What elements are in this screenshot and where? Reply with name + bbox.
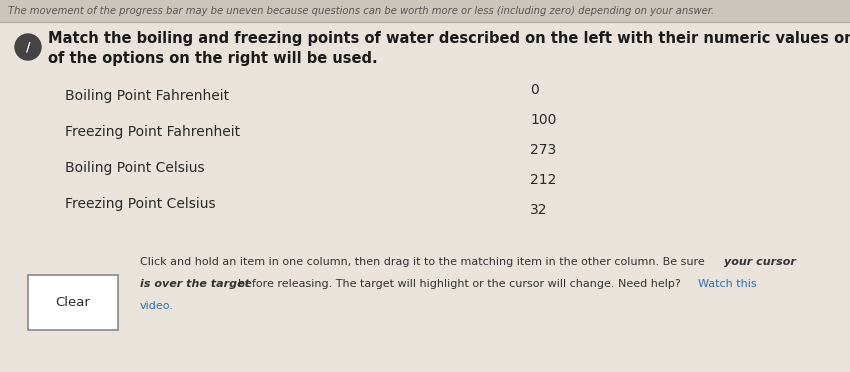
Text: 100: 100 bbox=[530, 113, 557, 127]
Text: Boiling Point Fahrenheit: Boiling Point Fahrenheit bbox=[65, 89, 230, 103]
Text: 0: 0 bbox=[530, 83, 539, 97]
Text: your cursor: your cursor bbox=[724, 257, 796, 267]
Text: /: / bbox=[26, 41, 31, 54]
Text: before releasing. The target will highlight or the cursor will change. Need help: before releasing. The target will highli… bbox=[238, 279, 681, 289]
Text: Click and hold an item in one column, then drag it to the matching item in the o: Click and hold an item in one column, th… bbox=[140, 257, 708, 267]
FancyBboxPatch shape bbox=[28, 275, 118, 330]
Text: 32: 32 bbox=[530, 203, 547, 217]
Text: The movement of the progress bar may be uneven because questions can be worth mo: The movement of the progress bar may be … bbox=[8, 6, 714, 16]
Text: is over the target: is over the target bbox=[140, 279, 250, 289]
Text: 212: 212 bbox=[530, 173, 557, 187]
Text: Freezing Point Fahrenheit: Freezing Point Fahrenheit bbox=[65, 125, 240, 139]
Bar bbox=[0, 0, 850, 22]
Text: Match the boiling and freezing points of water described on the left with their : Match the boiling and freezing points of… bbox=[48, 31, 850, 45]
Text: Clear: Clear bbox=[55, 296, 90, 309]
Text: of the options on the right will be used.: of the options on the right will be used… bbox=[48, 51, 377, 67]
Circle shape bbox=[15, 34, 41, 60]
Text: video.: video. bbox=[140, 301, 174, 311]
Text: 273: 273 bbox=[530, 143, 556, 157]
Text: Freezing Point Celsius: Freezing Point Celsius bbox=[65, 197, 216, 211]
Text: Watch this: Watch this bbox=[698, 279, 756, 289]
Text: Boiling Point Celsius: Boiling Point Celsius bbox=[65, 161, 205, 175]
